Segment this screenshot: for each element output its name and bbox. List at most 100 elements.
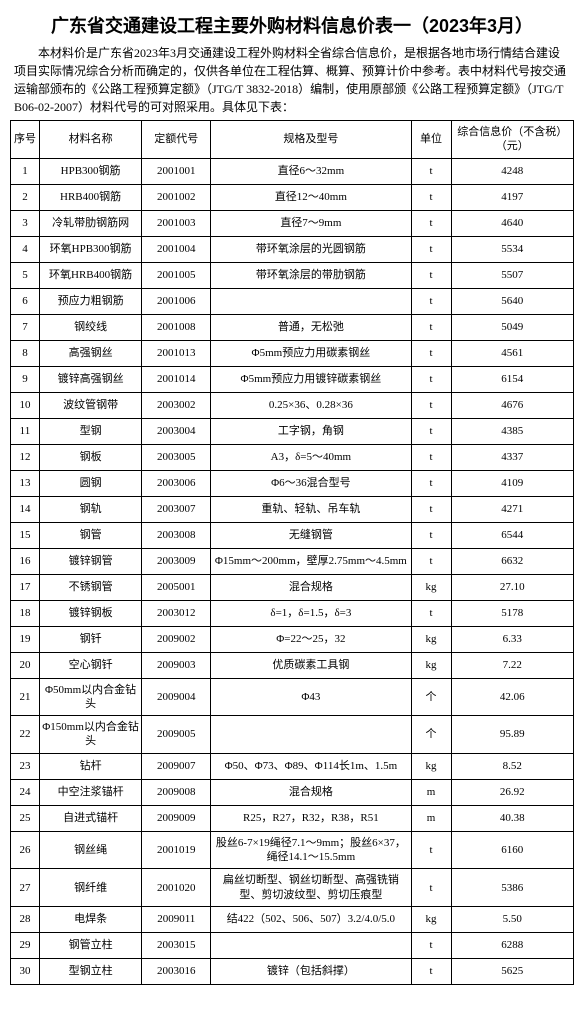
- table-row: 27钢纤维2001020扁丝切断型、钢丝切断型、高强铣销型、剪切波纹型、剪切压痕…: [11, 869, 574, 907]
- table-cell: 镀锌（包括斜撑）: [211, 958, 411, 984]
- table-cell: 6544: [451, 522, 573, 548]
- table-cell: 6154: [451, 366, 573, 392]
- table-cell: A3，δ=5～40mm: [211, 444, 411, 470]
- table-cell: 2003012: [142, 600, 211, 626]
- col-name: 材料名称: [39, 121, 141, 159]
- table-cell: 2003005: [142, 444, 211, 470]
- table-cell: 6160: [451, 831, 573, 869]
- table-cell: 14: [11, 496, 40, 522]
- table-cell: t: [411, 314, 451, 340]
- table-cell: kg: [411, 652, 451, 678]
- table-cell: 钢丝绳: [39, 831, 141, 869]
- table-cell: 2001019: [142, 831, 211, 869]
- table-cell: 直径12～40mm: [211, 184, 411, 210]
- table-cell: t: [411, 496, 451, 522]
- table-cell: t: [411, 869, 451, 907]
- table-row: 15钢管2003008无缝钢管t6544: [11, 522, 574, 548]
- table-cell: 2001020: [142, 869, 211, 907]
- table-row: 28电焊条2009011结422（502、506、507）3.2/4.0/5.0…: [11, 906, 574, 932]
- table-cell: 2009002: [142, 626, 211, 652]
- table-cell: 2003007: [142, 496, 211, 522]
- table-cell: t: [411, 158, 451, 184]
- table-cell: t: [411, 958, 451, 984]
- table-cell: 5507: [451, 262, 573, 288]
- materials-table: 序号 材料名称 定额代号 规格及型号 单位 综合信息价（不含税）（元） 1HPB…: [10, 120, 574, 985]
- table-cell: 29: [11, 932, 40, 958]
- table-cell: 15: [11, 522, 40, 548]
- table-cell: 2003008: [142, 522, 211, 548]
- table-cell: 型钢立柱: [39, 958, 141, 984]
- table-cell: 环氧HRB400钢筋: [39, 262, 141, 288]
- table-cell: δ=1，δ=1.5，δ=3: [211, 600, 411, 626]
- table-cell: 2001004: [142, 236, 211, 262]
- table-cell: 2009004: [142, 678, 211, 716]
- table-row: 13圆钢2003006Φ6～36混合型号t4109: [11, 470, 574, 496]
- col-spec: 规格及型号: [211, 121, 411, 159]
- table-cell: t: [411, 522, 451, 548]
- table-row: 9镀锌高强钢丝2001014Φ5mm预应力用镀锌碳素钢丝t6154: [11, 366, 574, 392]
- table-cell: 重轨、轻轨、吊车轨: [211, 496, 411, 522]
- table-cell: Φ=22～25，32: [211, 626, 411, 652]
- table-row: 7钢绞线2001008普通，无松弛t5049: [11, 314, 574, 340]
- table-cell: Φ43: [211, 678, 411, 716]
- table-cell: 圆钢: [39, 470, 141, 496]
- table-cell: 2001013: [142, 340, 211, 366]
- table-row: 17不锈钢管2005001混合规格kg27.10: [11, 574, 574, 600]
- table-cell: R25，R27，R32，R38，R51: [211, 805, 411, 831]
- table-cell: 2009003: [142, 652, 211, 678]
- table-cell: 6632: [451, 548, 573, 574]
- table-cell: t: [411, 444, 451, 470]
- table-cell: 4385: [451, 418, 573, 444]
- table-cell: 5: [11, 262, 40, 288]
- table-cell: 22: [11, 716, 40, 754]
- page-title: 广东省交通建设工程主要外购材料信息价表一（2023年3月）: [10, 12, 574, 38]
- table-cell: 扁丝切断型、钢丝切断型、高强铣销型、剪切波纹型、剪切压痕型: [211, 869, 411, 907]
- table-cell: 20: [11, 652, 40, 678]
- table-cell: 结422（502、506、507）3.2/4.0/5.0: [211, 906, 411, 932]
- table-row: 19钢钎2009002Φ=22～25，32kg6.33: [11, 626, 574, 652]
- table-cell: 40.38: [451, 805, 573, 831]
- table-cell: 2009011: [142, 906, 211, 932]
- table-row: 20空心钢钎2009003优质碳素工具钢kg7.22: [11, 652, 574, 678]
- table-cell: 直径6～32mm: [211, 158, 411, 184]
- table-row: 18镀锌钢板2003012δ=1，δ=1.5，δ=3t5178: [11, 600, 574, 626]
- table-cell: 2001006: [142, 288, 211, 314]
- table-cell: kg: [411, 906, 451, 932]
- table-cell: 6288: [451, 932, 573, 958]
- table-cell: t: [411, 831, 451, 869]
- table-cell: 4248: [451, 158, 573, 184]
- table-cell: 2001008: [142, 314, 211, 340]
- table-cell: 5625: [451, 958, 573, 984]
- table-cell: 冷轧带肋钢筋网: [39, 210, 141, 236]
- table-cell: 26.92: [451, 779, 573, 805]
- table-cell: 钢绞线: [39, 314, 141, 340]
- table-cell: 个: [411, 678, 451, 716]
- table-cell: 带环氧涂层的光圆钢筋: [211, 236, 411, 262]
- table-cell: Φ150mm以内合金钻头: [39, 716, 141, 754]
- table-cell: HRB400钢筋: [39, 184, 141, 210]
- table-row: 24中空注浆锚杆2009008混合规格m26.92: [11, 779, 574, 805]
- table-cell: 4271: [451, 496, 573, 522]
- table-cell: 23: [11, 753, 40, 779]
- table-cell: t: [411, 418, 451, 444]
- table-row: 29钢管立柱2003015t6288: [11, 932, 574, 958]
- table-cell: 25: [11, 805, 40, 831]
- table-cell: 钢轨: [39, 496, 141, 522]
- table-cell: t: [411, 210, 451, 236]
- table-cell: 钢钎: [39, 626, 141, 652]
- table-cell: 24: [11, 779, 40, 805]
- table-cell: 型钢: [39, 418, 141, 444]
- table-cell: t: [411, 366, 451, 392]
- table-cell: 镀锌钢管: [39, 548, 141, 574]
- table-cell: 2003004: [142, 418, 211, 444]
- table-cell: 不锈钢管: [39, 574, 141, 600]
- table-cell: 1: [11, 158, 40, 184]
- table-cell: 混合规格: [211, 779, 411, 805]
- table-cell: 钢管: [39, 522, 141, 548]
- table-cell: t: [411, 548, 451, 574]
- table-cell: 8.52: [451, 753, 573, 779]
- table-cell: Φ5mm预应力用碳素钢丝: [211, 340, 411, 366]
- table-cell: 中空注浆锚杆: [39, 779, 141, 805]
- table-header-row: 序号 材料名称 定额代号 规格及型号 单位 综合信息价（不含税）（元）: [11, 121, 574, 159]
- table-cell: 2003002: [142, 392, 211, 418]
